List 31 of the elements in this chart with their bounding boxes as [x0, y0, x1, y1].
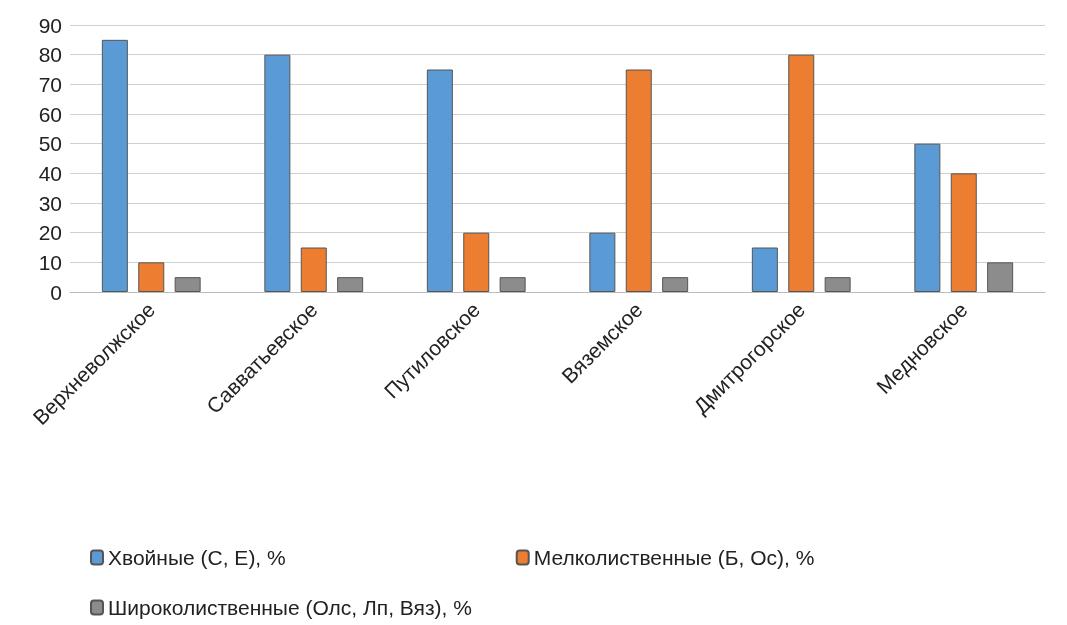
legend-label: Мелколиственные (Б, Ос), %: [533, 546, 815, 569]
bar: [101, 39, 128, 292]
y-tick-label: 30: [38, 191, 62, 215]
bar: [824, 277, 851, 292]
y-tick-label: 80: [38, 43, 62, 67]
bar: [662, 277, 689, 292]
bar: [987, 262, 1014, 292]
y-tick-label: 0: [50, 280, 62, 304]
bar: [914, 143, 941, 292]
bar: [264, 54, 291, 292]
y-tick-label: 50: [38, 132, 62, 156]
bar: [138, 262, 165, 292]
legend-label: Хвойные (С, Е), %: [108, 546, 286, 569]
bar: [300, 247, 327, 292]
legend-label: Широколиственные (Олс, Лп, Вяз), %: [108, 596, 472, 619]
bar: [174, 277, 201, 292]
bar: [950, 173, 977, 292]
y-tick-label: 70: [38, 72, 62, 96]
bar: [625, 69, 652, 292]
bar: [788, 54, 815, 292]
y-tick-label: 20: [38, 221, 62, 245]
bar: [589, 232, 616, 292]
bar: [499, 277, 526, 292]
bar: [463, 232, 490, 292]
bar: [426, 69, 453, 292]
y-tick-label: 60: [38, 102, 62, 126]
bar: [337, 277, 364, 292]
y-tick-label: 10: [38, 250, 62, 274]
y-tick-label: 40: [38, 161, 62, 185]
bar: [751, 247, 778, 292]
y-tick-label: 90: [38, 13, 62, 37]
